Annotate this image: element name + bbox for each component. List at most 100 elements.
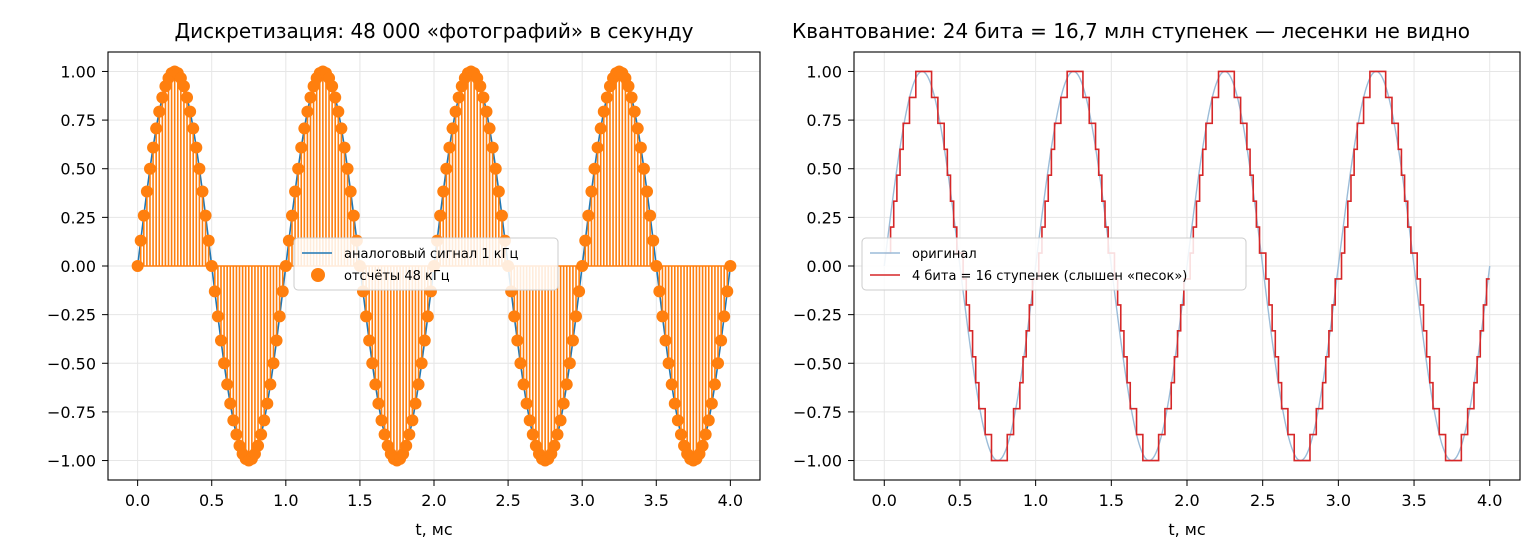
x-tick-label: 4.0: [1477, 491, 1502, 510]
y-tick-label: −0.25: [793, 306, 842, 325]
y-tick-label: 0.50: [60, 160, 96, 179]
sample-point: [202, 234, 215, 247]
x-tick-label: 3.0: [1326, 491, 1351, 510]
x-tick-label: 2.0: [1174, 491, 1199, 510]
sample-point: [177, 80, 190, 93]
sample-point: [224, 397, 237, 410]
sample-point: [446, 122, 459, 135]
chart-panel-sampling: 0.0 0.5 1.0 1.5 2.0 2.5 3.0 3.5 4.0 −1.00 −0.75 −0.…: [47, 19, 761, 539]
sample-point: [418, 334, 431, 347]
sample-point: [295, 141, 308, 154]
sample-point: [214, 334, 227, 347]
sample-point: [273, 310, 286, 323]
sample-point: [292, 162, 305, 175]
sample-point: [184, 105, 197, 118]
sample-point: [406, 414, 419, 427]
sample-point: [656, 310, 669, 323]
sample-point: [631, 122, 644, 135]
sample-point: [137, 209, 150, 222]
x-tick-label: 0.5: [199, 491, 224, 510]
sample-point: [696, 439, 709, 452]
sample-point: [208, 285, 221, 298]
sample-point: [150, 122, 163, 135]
x-tick-label: 0.0: [125, 491, 150, 510]
x-tick-label: 3.5: [644, 491, 669, 510]
sample-point: [548, 439, 561, 452]
sample-point: [276, 285, 289, 298]
sample-point: [372, 397, 385, 410]
sample-point: [637, 162, 650, 175]
x-tick-label: 1.5: [347, 491, 372, 510]
sample-point: [221, 378, 234, 391]
sample-point: [270, 334, 283, 347]
sample-point: [600, 91, 613, 104]
x-axis-title: t, мс: [415, 520, 452, 539]
sample-point: [523, 414, 536, 427]
sample-point: [218, 357, 231, 370]
sample-point: [258, 414, 271, 427]
sample-point: [644, 209, 657, 222]
sample-point: [400, 439, 413, 452]
chart-title: Дискретизация: 48 000 «фотографий» в сек…: [174, 19, 693, 43]
legend: оригинал 4 бита = 16 ступенек (слышен «пе…: [861, 237, 1247, 291]
sample-point: [199, 209, 212, 222]
sample-point: [134, 234, 147, 247]
y-tick-label: 1.00: [806, 62, 842, 81]
x-tick-label: 1.0: [273, 491, 298, 510]
sample-point: [227, 414, 240, 427]
sample-point: [326, 80, 339, 93]
sample-point: [662, 357, 675, 370]
x-tick-label: 2.5: [1250, 491, 1275, 510]
sample-point: [193, 162, 206, 175]
sample-point: [705, 397, 718, 410]
sample-point: [674, 428, 687, 441]
legend-box: [293, 237, 559, 291]
sample-point: [449, 105, 462, 118]
legend-label: отсчёты 48 кГц: [344, 269, 450, 284]
sample-point: [715, 334, 728, 347]
sample-point: [335, 122, 348, 135]
x-tick-label: 0.5: [947, 491, 972, 510]
sample-point: [153, 105, 166, 118]
sample-point: [718, 310, 731, 323]
sample-point: [190, 141, 203, 154]
sample-point: [409, 397, 422, 410]
sample-point: [708, 378, 721, 391]
sample-point: [712, 357, 725, 370]
sample-point: [304, 91, 317, 104]
sample-point: [360, 310, 373, 323]
sample-point: [579, 234, 592, 247]
y-tick-label: −0.25: [47, 306, 96, 325]
y-tick-label: 0.25: [60, 208, 96, 227]
sample-point: [474, 80, 487, 93]
sample-point: [285, 209, 298, 222]
x-tick-label: 1.0: [1023, 491, 1048, 510]
sample-point: [480, 105, 493, 118]
sample-point: [570, 310, 583, 323]
sample-point: [551, 428, 564, 441]
y-tick-label: −0.50: [47, 354, 96, 373]
x-tick-label: 4.0: [718, 491, 743, 510]
y-tick-label: 0.50: [806, 160, 842, 179]
sample-point: [557, 397, 570, 410]
sample-point: [363, 334, 376, 347]
y-tick-label: −1.00: [47, 452, 96, 471]
sample-point: [415, 357, 428, 370]
legend-label: аналоговый сигнал 1 кГц: [344, 247, 519, 262]
sample-point: [347, 209, 360, 222]
x-tick-label: 3.5: [1401, 491, 1426, 510]
sample-point: [668, 397, 681, 410]
sample-point: [477, 91, 490, 104]
sample-point: [252, 439, 265, 452]
sample-point: [211, 310, 224, 323]
sample-point: [628, 105, 641, 118]
y-tick-label: 0.00: [806, 257, 842, 276]
sample-point: [585, 185, 598, 198]
sample-point: [489, 162, 502, 175]
sample-point: [483, 122, 496, 135]
legend-box: [861, 237, 1247, 291]
sample-point: [344, 185, 357, 198]
sample-point: [647, 234, 660, 247]
sample-point: [517, 378, 530, 391]
